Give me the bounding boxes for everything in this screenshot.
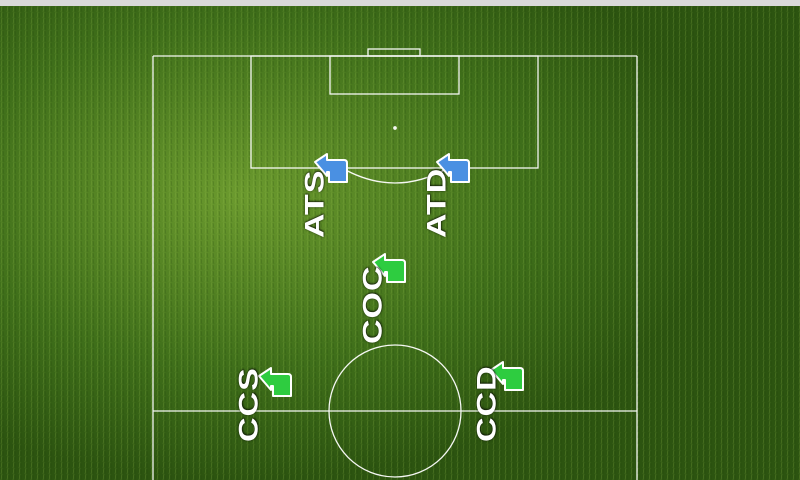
pitch	[0, 6, 800, 480]
penalty-spot	[393, 126, 397, 130]
arrow-up-left-icon	[258, 367, 292, 397]
player-marker-ats[interactable]: ATS	[298, 150, 418, 290]
player-marker-ccs[interactable]: CCS	[232, 366, 352, 480]
player-marker-atd[interactable]: ATD	[420, 150, 540, 290]
player-label: CCD	[472, 365, 502, 442]
player-marker-ccd[interactable]: CCD	[470, 358, 590, 480]
arrow-up-left-icon	[490, 361, 524, 391]
top-toolbar-strip	[0, 0, 800, 6]
arrow-up-left-icon	[314, 153, 348, 183]
arrow-up-left-icon	[372, 253, 406, 283]
arrow-up-left-icon	[436, 153, 470, 183]
player-label: ATS	[300, 169, 330, 238]
player-label: CCS	[234, 367, 264, 442]
pitch-lines	[152, 48, 638, 480]
player-marker-coc[interactable]: COC	[356, 250, 476, 390]
grass-texture	[0, 6, 800, 480]
player-label: COC	[358, 265, 388, 344]
pitch-drawing	[0, 6, 800, 480]
penalty-arc	[341, 167, 449, 184]
goal-area	[329, 55, 460, 95]
center-circle	[328, 344, 462, 478]
player-label: ATD	[422, 167, 452, 238]
